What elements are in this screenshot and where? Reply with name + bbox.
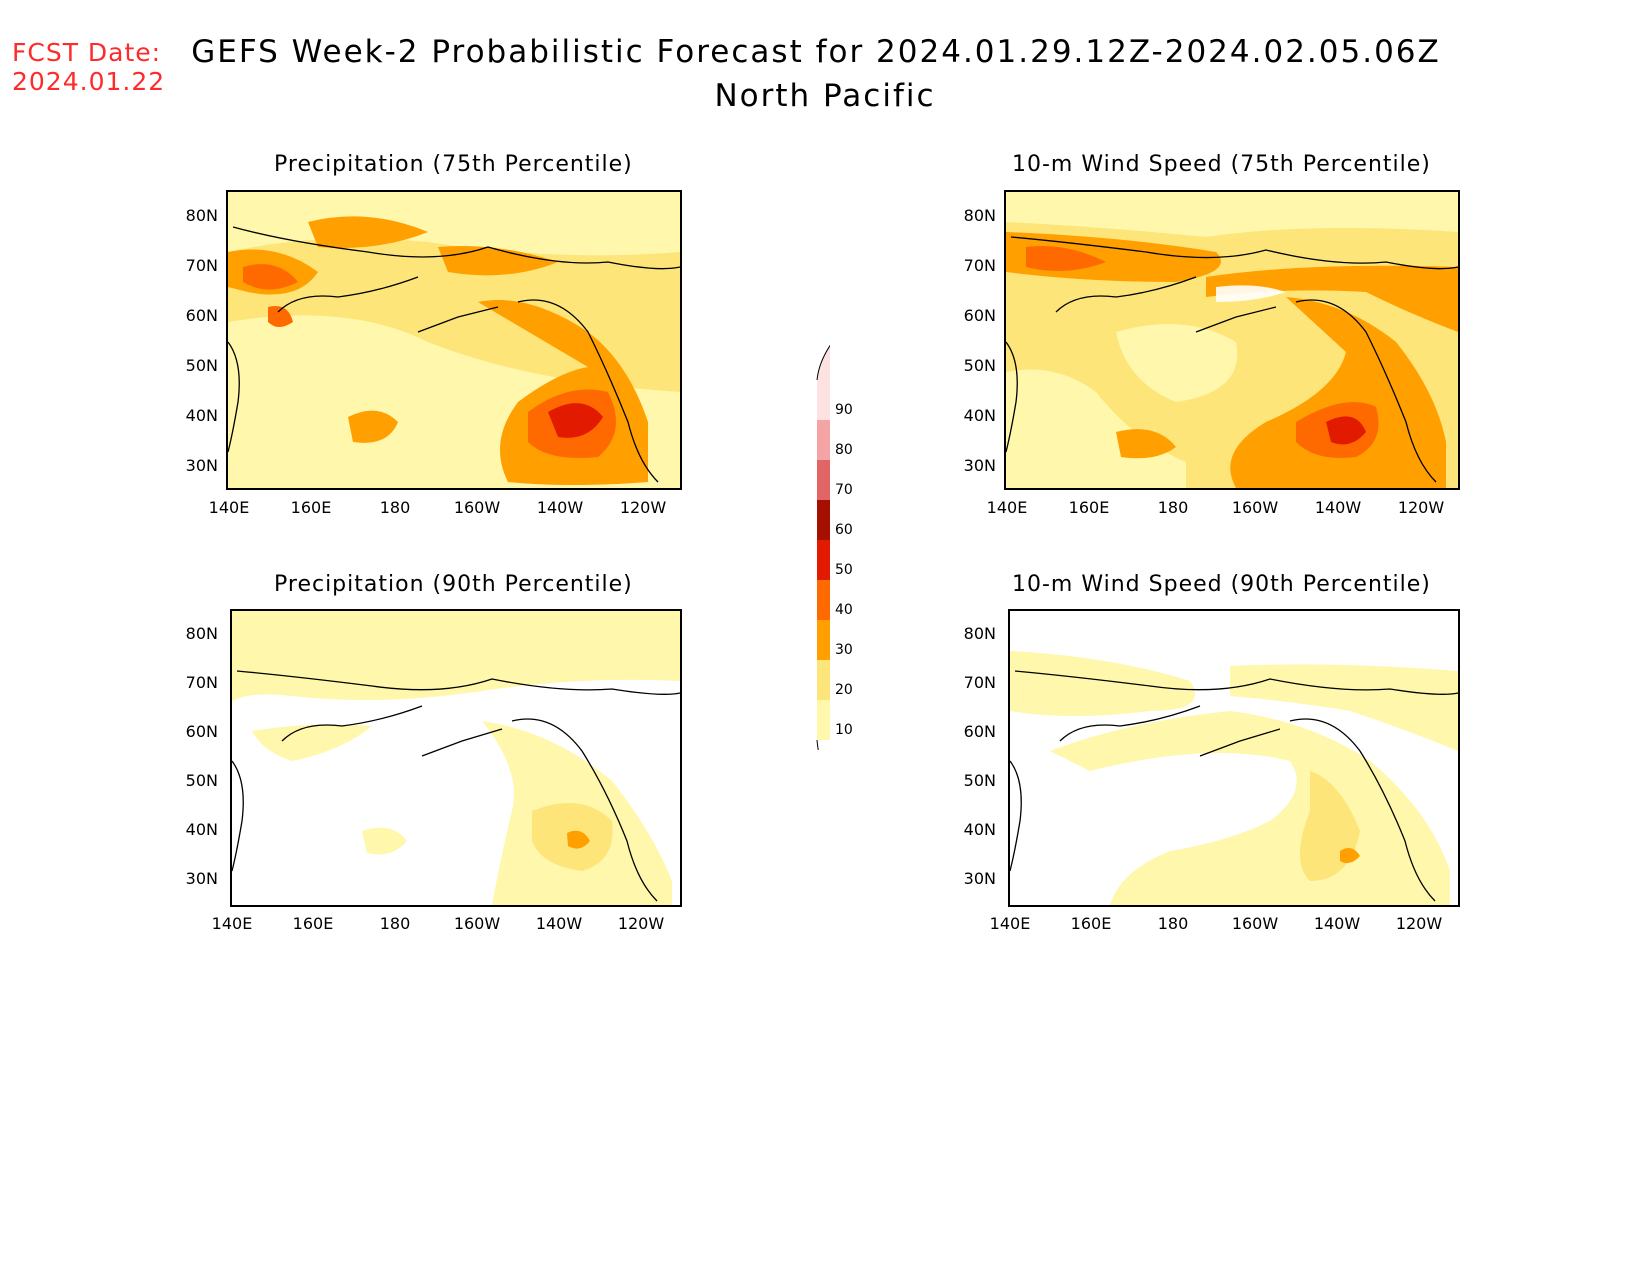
lon-tick: 140W [536,498,584,517]
lon-tick: 120W [619,498,667,517]
colorbar-level-label: 10 [835,722,853,738]
lon-tick: 160W [1231,914,1279,933]
lon-tick: 120W [1395,914,1443,933]
lat-tick: 40N [963,406,996,425]
lon-tick: 180 [1157,498,1189,517]
colorbar-top-arrow [817,340,834,380]
lon-tick: 120W [1397,498,1445,517]
colorbar-swatch [817,620,834,660]
colorbar-level-label: 40 [835,602,853,618]
lon-tick: 140E [208,498,250,517]
lat-tick: 50N [963,356,996,375]
colorbar-level-label: 80 [835,442,853,458]
map-precip-90 [230,609,682,907]
map-wind-75 [1004,190,1460,490]
lat-tick: 50N [185,356,218,375]
panel-title: 10-m Wind Speed (75th Percentile) [1012,152,1431,177]
lat-tick: 80N [185,206,218,225]
colorbar-swatch [817,460,834,500]
colorbar-swatch [817,500,834,540]
lat-tick: 60N [185,722,218,741]
lon-tick: 160E [290,498,332,517]
lat-tick: 70N [185,256,218,275]
title-line-1: GEFS Week-2 Probabilistic Forecast for 2… [191,34,1441,70]
colorbar-swatch [817,700,834,740]
colorbar-level-label: 70 [835,482,853,498]
colorbar-level-label: 60 [835,522,853,538]
lon-tick: 140W [1314,498,1362,517]
colorbar-level-label: 50 [835,562,853,578]
lon-tick: 160E [1068,498,1110,517]
lat-tick: 60N [963,722,996,741]
colorbar-swatch [817,540,834,580]
lon-tick: 160E [1070,914,1112,933]
colorbar-swatches [816,339,840,779]
fcst-date-value: 2024.01.22 [12,67,166,96]
lat-tick: 30N [185,456,218,475]
lon-tick: 120W [617,914,665,933]
title-line-2: North Pacific [714,78,936,114]
lat-tick: 30N [963,869,996,888]
lon-tick: 140E [211,914,253,933]
lon-tick: 160W [1231,498,1279,517]
colorbar-swatch [817,420,834,460]
colorbar-swatch [817,380,834,420]
lon-tick: 180 [1157,914,1189,933]
lon-tick: 140W [1313,914,1361,933]
colorbar-level-label: 20 [835,682,853,698]
lat-tick: 80N [185,624,218,643]
lon-tick: 160W [453,914,501,933]
lat-tick: 40N [185,406,218,425]
lon-tick: 140E [989,914,1031,933]
lat-tick: 40N [963,820,996,839]
lat-tick: 30N [963,456,996,475]
colorbar-level-label: 90 [835,402,853,418]
lon-tick: 160E [292,914,334,933]
lon-tick: 160W [453,498,501,517]
colorbar [790,330,840,779]
colorbar-swatch [817,580,834,620]
panel-title: 10-m Wind Speed (90th Percentile) [1012,572,1431,597]
lon-tick: 180 [379,498,411,517]
lat-tick: 30N [185,869,218,888]
colorbar-level-label: 30 [835,642,853,658]
lon-tick: 140E [986,498,1028,517]
lat-tick: 70N [963,256,996,275]
lat-tick: 40N [185,820,218,839]
map-wind-90 [1008,609,1460,907]
lat-tick: 70N [963,673,996,692]
lon-tick: 140W [535,914,583,933]
colorbar-swatch [817,660,834,700]
panel-title: Precipitation (90th Percentile) [274,572,633,597]
lat-tick: 80N [963,206,996,225]
forecast-date-label: FCST Date: 2024.01.22 [12,38,165,96]
lat-tick: 50N [185,771,218,790]
lat-tick: 60N [963,306,996,325]
lon-tick: 180 [379,914,411,933]
panel-title: Precipitation (75th Percentile) [274,152,633,177]
lat-tick: 60N [185,306,218,325]
figure-title: GEFS Week-2 Probabilistic Forecast for 2… [0,30,1650,118]
lat-tick: 70N [185,673,218,692]
lat-tick: 80N [963,624,996,643]
fcst-date-caption: FCST Date: [12,38,162,67]
lat-tick: 50N [963,771,996,790]
map-precip-75 [226,190,682,490]
